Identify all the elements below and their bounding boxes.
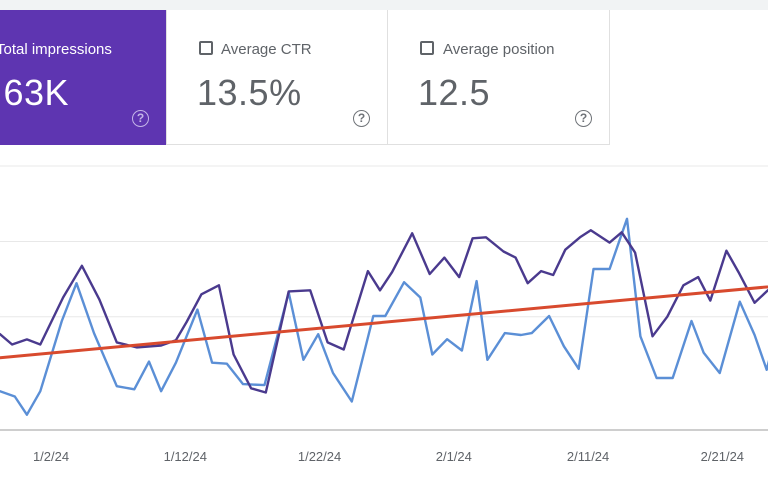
metric-label: Average position [443, 41, 555, 58]
series-line-trend [0, 285, 768, 360]
metric-label: Total impressions [0, 41, 112, 58]
metric-label: Average CTR [221, 41, 312, 58]
help-circle-icon[interactable]: ? [132, 110, 149, 127]
x-tick-label: 1/2/24 [33, 449, 69, 464]
x-tick-label: 1/22/24 [298, 449, 341, 464]
metric-card-total-impressions[interactable]: Total impressions .63K ? [0, 10, 166, 145]
top-bar [0, 0, 768, 10]
metric-card-average-position[interactable]: Average position 12.5 ? [387, 10, 610, 145]
series-line-position [0, 217, 768, 416]
metric-card-average-ctr[interactable]: Average CTR 13.5% ? [166, 10, 388, 145]
help-circle-icon[interactable]: ? [353, 110, 370, 127]
checkbox-icon[interactable] [420, 41, 434, 55]
performance-chart: 1/2/24 1/12/24 1/22/24 2/1/24 2/11/24 2/21/24 [0, 165, 768, 464]
checkbox-icon[interactable] [199, 41, 213, 55]
x-tick-label: 2/21/24 [701, 449, 744, 464]
help-circle-icon[interactable]: ? [575, 110, 592, 127]
metric-value: 12.5 [418, 72, 491, 113]
metric-cards: Total impressions .63K ? Average CTR 13.… [0, 10, 768, 146]
metric-value: .63K [0, 72, 70, 113]
x-tick-label: 2/11/24 [567, 449, 609, 464]
metric-value: 13.5% [197, 72, 302, 113]
x-tick-label: 2/1/24 [436, 449, 472, 464]
x-tick-label: 1/12/24 [164, 449, 207, 464]
